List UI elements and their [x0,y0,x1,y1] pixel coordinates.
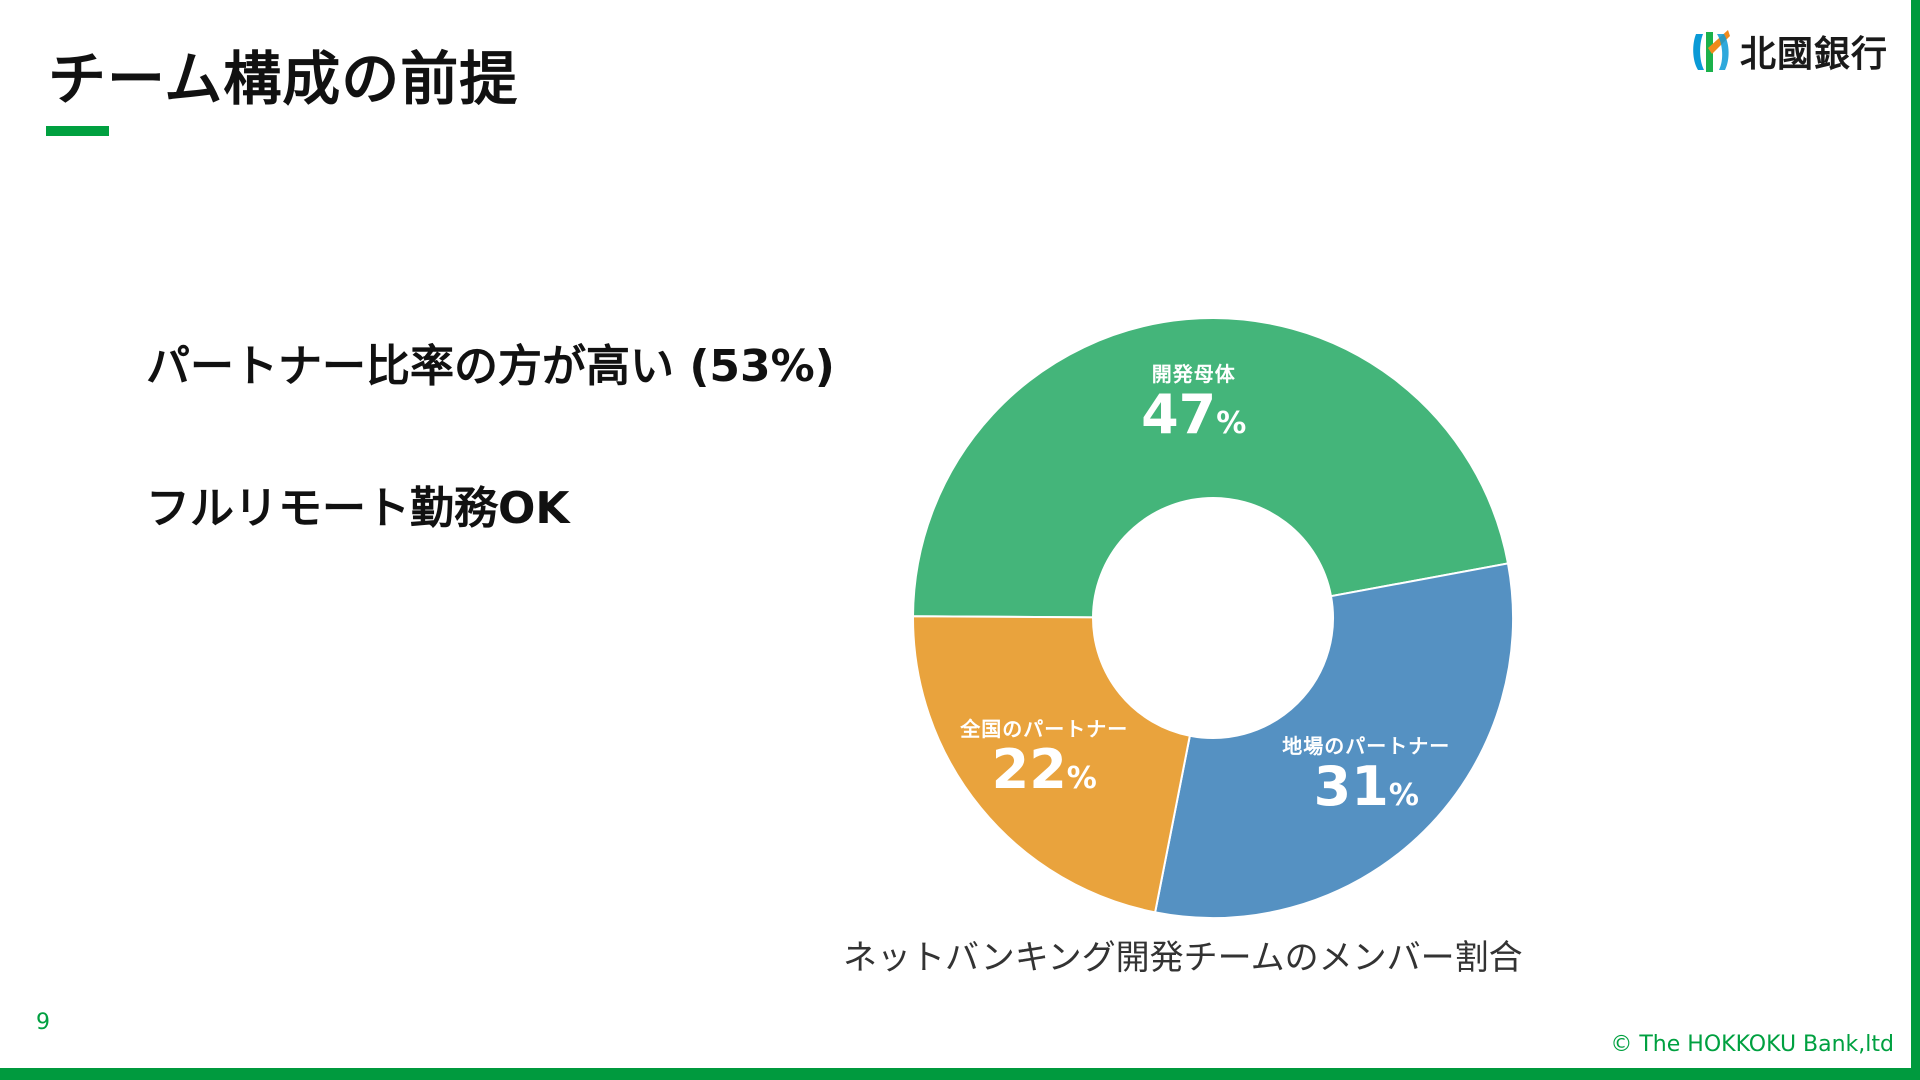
donut-label-1: 地場のパートナー 31% [1282,730,1450,816]
donut-label-unit: % [1066,761,1097,797]
donut-label-value: 47% [1141,383,1247,446]
donut-label-value: 31% [1313,755,1419,819]
logo-text: 北國銀行 [1740,34,1889,75]
donut-segment-0 [911,317,1510,619]
donut-chart: 開発母体 47% 地場のパートナー 31% 全国のパートナー 22% [900,310,1540,930]
donut-label-name: 全国のパートナー [960,717,1129,742]
donut-label-unit: % [1388,778,1419,814]
bottom-accent-bar [0,1068,1920,1080]
donut-label-value: 22% [991,738,1097,802]
donut-label-0: 開発母体 47% [1141,358,1246,444]
donut-label-unit: % [1216,406,1247,441]
copyright-notice: © The HOKKOKU Bank,ltd [1610,1032,1894,1057]
slide-title: チーム構成の前提 [48,45,519,113]
donut-chart-svg [911,317,1514,919]
chart-caption: ネットバンキング開発チームのメンバー割合 [843,938,1523,978]
donut-label-2: 全国のパートナー 22% [960,713,1128,799]
donut-label-name: 開発母体 [1151,362,1236,386]
donut-segment-2 [912,615,1192,914]
right-accent-bar [1911,0,1920,1080]
bullet-remote-work: フルリモート勤務OK [146,483,570,534]
company-logo: 北國銀行 [1690,24,1888,78]
title-underline [46,126,109,136]
donut-label-name: 地場のパートナー [1282,734,1451,759]
page-number: 9 [36,1010,50,1035]
donut-segment-1 [1153,562,1514,919]
hokkoku-bank-logo-icon [1693,30,1730,72]
bullet-partner-ratio: パートナー比率の方が高い (53%) [146,341,835,392]
